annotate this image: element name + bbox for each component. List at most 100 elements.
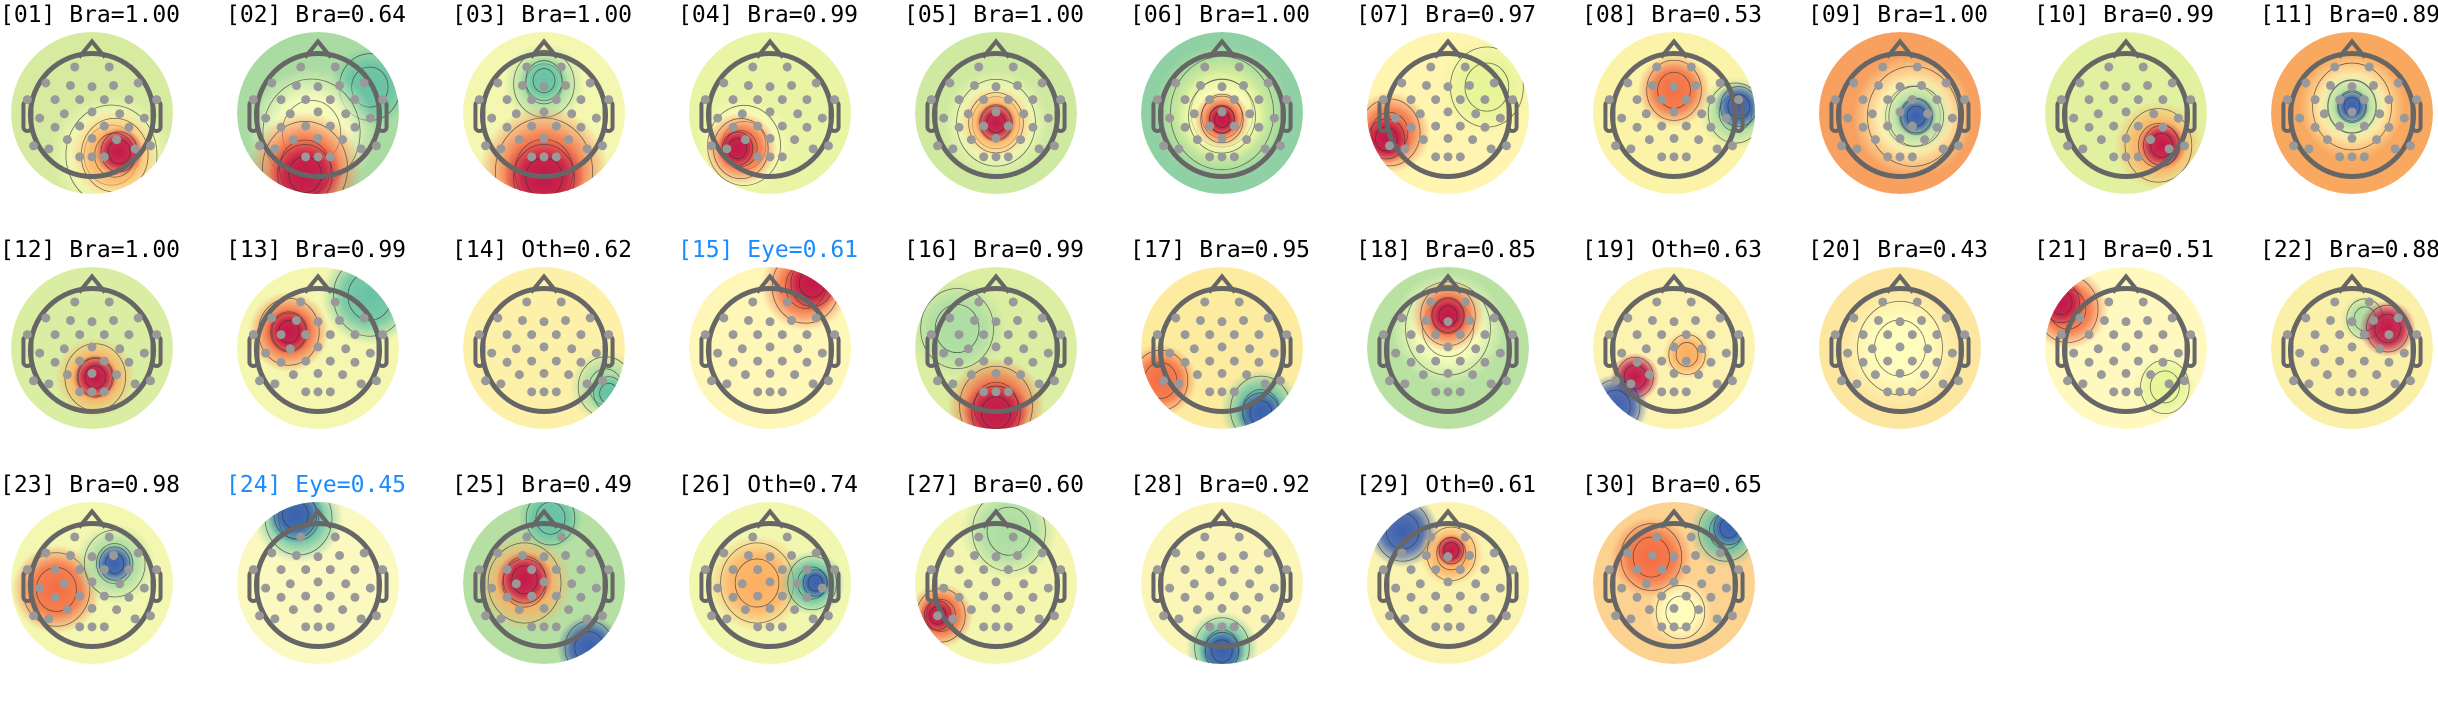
electrode <box>1282 95 1292 105</box>
electrode <box>350 330 360 340</box>
electrode <box>2173 348 2183 358</box>
electrode <box>539 577 549 587</box>
component-topomap-12: [12] Bra=1.00 <box>0 236 226 471</box>
electrode <box>44 144 54 154</box>
electrode <box>481 611 491 621</box>
electrode <box>2304 144 2314 154</box>
electrode <box>1217 82 1227 92</box>
electrode <box>539 622 549 632</box>
component-topomap-1: [01] Bra=1.00 <box>0 1 226 236</box>
component-label: [30] Bra=0.65 <box>1582 472 1763 498</box>
electrode <box>493 313 503 323</box>
electrode <box>1837 141 1847 151</box>
electrode <box>325 95 335 105</box>
electrode <box>87 622 97 632</box>
electrode <box>567 109 577 119</box>
contour-line <box>2312 62 2392 151</box>
electrode <box>1858 330 1868 340</box>
activation-blob <box>708 534 806 632</box>
component-label: [01] Bra=1.00 <box>0 2 181 28</box>
electrode <box>1508 330 1518 340</box>
electrode <box>1455 95 1465 105</box>
electrode <box>112 605 122 615</box>
electrode <box>1195 550 1205 560</box>
electrode <box>109 80 119 90</box>
scalp-map <box>915 502 1077 664</box>
scalp-map <box>1593 267 1755 429</box>
electrode <box>748 62 758 72</box>
electrode <box>130 144 140 154</box>
electrode <box>1418 135 1428 145</box>
electrode <box>969 550 979 560</box>
activation-blob <box>588 373 625 414</box>
electrode <box>1431 622 1441 632</box>
electrode <box>301 95 311 105</box>
electrode <box>1234 532 1244 542</box>
electrode <box>1712 614 1722 624</box>
electrode <box>567 344 577 354</box>
electrode <box>285 344 295 354</box>
electrode <box>963 109 973 119</box>
electrode <box>2121 342 2131 352</box>
electrode <box>2063 376 2073 386</box>
electrode <box>777 565 787 575</box>
scalp-map <box>1819 32 1981 194</box>
electrode <box>1632 565 1642 575</box>
activation-blob <box>94 543 135 584</box>
electrode <box>1686 532 1696 542</box>
scalp-map <box>1593 502 1755 664</box>
electrode <box>2347 342 2357 352</box>
component-label: [13] Bra=0.99 <box>226 237 407 263</box>
electrode <box>1003 121 1013 131</box>
electrode <box>1254 357 1264 367</box>
electrode <box>1849 78 1859 88</box>
electrode <box>291 315 301 325</box>
contour-line <box>1194 617 1250 664</box>
electrode <box>2347 317 2357 327</box>
electrode <box>700 95 710 105</box>
contour-line <box>2149 370 2180 404</box>
electrode <box>1254 122 1264 132</box>
electrode <box>1694 605 1704 615</box>
activation-blob <box>556 615 622 664</box>
electrode <box>1019 579 1029 589</box>
electrode <box>2399 348 2409 358</box>
electrode <box>966 605 976 615</box>
electrode <box>261 583 271 593</box>
electrode <box>356 379 366 389</box>
electrode <box>276 330 286 340</box>
electrode <box>325 330 335 340</box>
electrode <box>65 80 75 90</box>
electrode <box>99 387 109 397</box>
electrode <box>740 605 750 615</box>
electrode <box>753 591 763 601</box>
electrode <box>991 317 1001 327</box>
electrode <box>2322 370 2332 380</box>
electrode <box>2390 379 2400 389</box>
electrode <box>1604 565 1614 575</box>
electrode <box>2146 370 2156 380</box>
electrode <box>1056 95 1066 105</box>
contour-line <box>1209 105 1235 134</box>
electrode <box>2164 144 2174 154</box>
electrode <box>539 603 549 613</box>
electrode <box>313 317 323 327</box>
electrode <box>335 80 345 90</box>
electrode <box>782 297 792 307</box>
electrode <box>2322 135 2332 145</box>
electrode <box>2104 62 2114 72</box>
electrode <box>1657 356 1667 366</box>
electrode <box>502 330 512 340</box>
electrode <box>112 135 122 145</box>
electrode <box>728 357 738 367</box>
electrode <box>1468 370 1478 380</box>
electrode <box>969 315 979 325</box>
electrode <box>2109 356 2119 366</box>
electrode <box>139 113 149 123</box>
electrode <box>2133 121 2143 131</box>
electrode <box>1254 565 1264 575</box>
electrode <box>933 141 943 151</box>
electrode <box>1003 356 1013 366</box>
electrode <box>1003 330 1013 340</box>
electrode <box>511 344 521 354</box>
